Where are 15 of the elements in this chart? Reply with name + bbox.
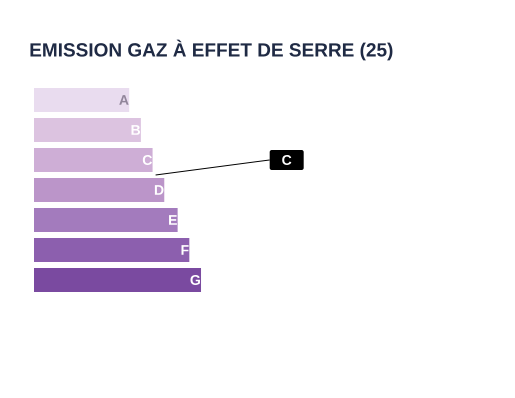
bar [34, 88, 130, 112]
y-tick-label: G [190, 275, 200, 285]
bar [34, 118, 141, 142]
y-tick-label: D [154, 185, 164, 195]
text: C [282, 155, 292, 165]
bar [34, 238, 190, 262]
bar [34, 268, 202, 292]
y-tick-label: A [119, 95, 129, 105]
y-tick-label: E [169, 215, 177, 225]
bar [34, 178, 164, 202]
y-tick-label: B [132, 125, 140, 135]
y-tick-label: F [182, 245, 189, 255]
chart-title: EMISSION GAZ À EFFET DE SERRE (25) [30, 40, 392, 60]
bar [34, 208, 178, 232]
bar [34, 148, 153, 172]
